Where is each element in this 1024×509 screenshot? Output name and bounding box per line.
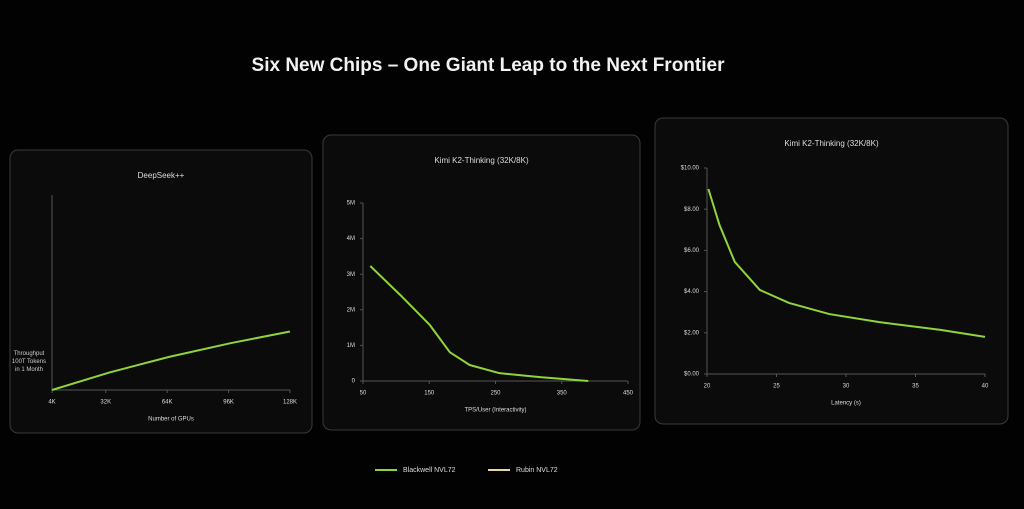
- x-tick-label: 40: [982, 384, 989, 390]
- y-tick-label: $6.00: [684, 248, 700, 254]
- x-tick-label: 35: [912, 384, 919, 390]
- x-tick-label: 450: [623, 391, 634, 397]
- y-tick-label: 4M: [347, 236, 355, 242]
- panel: [322, 134, 641, 431]
- y-tick-label: $10.00: [681, 166, 700, 172]
- x-axis-label: Number of GPUs: [148, 417, 194, 423]
- x-tick-label: 25: [773, 384, 780, 390]
- x-tick-label: 32K: [100, 400, 111, 406]
- legend-label: Rubin NVL72: [516, 467, 558, 474]
- x-axis-label: TPS/User (Interactivity): [464, 408, 526, 414]
- chart-title: DeepSeek++: [138, 171, 185, 180]
- y-tick-label: $2.00: [684, 330, 700, 336]
- y-tick-label: $4.00: [684, 289, 700, 295]
- slide-title: Six New Chips – One Giant Leap to the Ne…: [252, 55, 726, 76]
- legend-label: Blackwell NVL72: [403, 467, 456, 474]
- panel: [654, 117, 1009, 425]
- y-tick-label: 1M: [347, 343, 355, 349]
- x-tick-label: 20: [704, 384, 711, 390]
- y-tick-label: $8.00: [684, 207, 700, 213]
- series-line: [707, 188, 986, 338]
- x-tick-label: 30: [843, 384, 850, 390]
- y-tick-label: $0.00: [684, 372, 700, 378]
- series-line: [51, 330, 291, 391]
- panel: [9, 149, 313, 434]
- x-tick-label: 128K: [283, 400, 297, 406]
- x-tick-label: 250: [490, 391, 501, 397]
- y-tick-label: 3M: [347, 272, 355, 278]
- x-tick-label: 64K: [162, 400, 173, 406]
- chart-title: Kimi K2-Thinking (32K/8K): [784, 139, 879, 148]
- chart-title: Kimi K2-Thinking (32K/8K): [434, 156, 529, 165]
- x-tick-label: 150: [424, 391, 435, 397]
- y-axis-label: Throughput 100T Tokens in 1 Month: [11, 351, 47, 373]
- x-axis-label: Latency (s): [831, 401, 861, 407]
- y-tick-label: 2M: [347, 307, 355, 313]
- y-tick-label: 5M: [347, 201, 355, 207]
- x-tick-label: 4K: [48, 400, 55, 406]
- x-tick-label: 350: [557, 391, 568, 397]
- y-tick-label: 0: [352, 379, 356, 385]
- series-line: [369, 265, 589, 382]
- x-tick-label: 96K: [223, 400, 234, 406]
- x-tick-label: 50: [360, 391, 367, 397]
